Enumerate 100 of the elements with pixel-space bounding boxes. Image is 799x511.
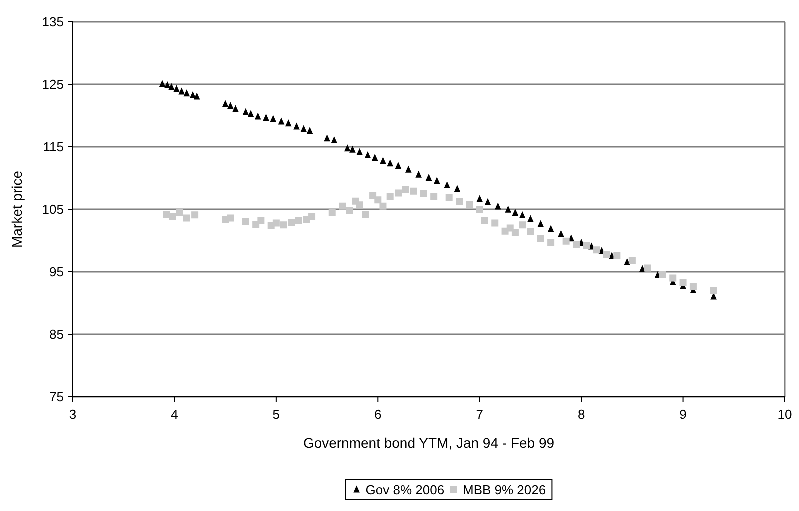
point — [362, 211, 370, 218]
point — [426, 174, 432, 182]
point — [537, 235, 544, 242]
point — [558, 230, 564, 238]
point — [690, 284, 697, 290]
point — [324, 134, 330, 142]
point — [176, 209, 184, 216]
point — [492, 220, 499, 227]
point — [194, 92, 200, 100]
point — [628, 257, 636, 264]
point — [420, 190, 428, 198]
point — [680, 279, 687, 286]
point — [300, 125, 308, 132]
legend-label: MBB 9% 2026 — [463, 482, 546, 498]
point — [183, 214, 190, 222]
point — [270, 115, 277, 122]
point — [593, 246, 600, 254]
y-tick-label: 95 — [50, 264, 64, 280]
point — [242, 108, 250, 116]
point — [242, 218, 250, 226]
point — [416, 170, 422, 178]
point — [294, 122, 300, 130]
point — [614, 252, 621, 260]
point — [446, 194, 453, 202]
point — [466, 201, 474, 208]
y-tick-label: 125 — [42, 77, 64, 92]
point — [562, 238, 570, 245]
x-tick-label: 4 — [171, 407, 178, 422]
point — [454, 185, 461, 192]
point — [519, 212, 526, 219]
point — [258, 217, 265, 224]
point — [395, 162, 402, 170]
point — [174, 85, 180, 92]
point — [456, 198, 464, 206]
point — [350, 146, 356, 153]
point — [164, 82, 171, 89]
point — [659, 271, 666, 278]
point — [306, 127, 314, 134]
point — [394, 190, 402, 197]
point — [476, 195, 484, 202]
point — [227, 214, 234, 222]
point — [190, 92, 196, 99]
x-tick-label: 5 — [272, 407, 280, 422]
point — [184, 90, 190, 97]
point — [527, 228, 534, 236]
point — [285, 120, 292, 127]
point — [328, 209, 336, 216]
point — [280, 222, 288, 229]
point — [710, 287, 718, 294]
point — [512, 229, 519, 236]
legend-label: Gov 8% 2006 — [366, 482, 445, 498]
point — [402, 186, 410, 193]
y-tick-label: 85 — [50, 327, 64, 342]
x-tick-label: 8 — [578, 407, 586, 422]
point — [572, 241, 580, 248]
point — [444, 182, 450, 189]
point — [331, 136, 338, 144]
point — [406, 166, 412, 173]
point — [434, 177, 440, 184]
point — [670, 274, 677, 282]
point — [364, 152, 372, 159]
x-tick-label: 7 — [476, 407, 484, 422]
point — [178, 88, 185, 95]
y-tick-label: 105 — [42, 202, 64, 218]
point — [222, 100, 229, 108]
point — [604, 251, 610, 258]
x-tick-label: 9 — [680, 407, 687, 422]
point — [356, 202, 364, 209]
point — [356, 148, 363, 156]
point — [248, 110, 254, 118]
point — [624, 258, 630, 266]
point — [192, 212, 199, 219]
point — [339, 202, 346, 210]
point — [168, 83, 175, 90]
point — [505, 206, 512, 213]
x-axis-title: Government bond YTM, Jan 94 - Feb 99 — [303, 435, 555, 451]
point — [288, 219, 296, 226]
point — [295, 217, 302, 224]
point — [528, 215, 534, 222]
point — [232, 105, 239, 112]
point — [481, 217, 488, 224]
point — [538, 220, 544, 228]
point — [654, 272, 662, 279]
point — [644, 264, 652, 272]
point — [163, 211, 170, 218]
point — [254, 112, 262, 120]
point — [374, 196, 382, 204]
point — [548, 239, 555, 246]
x-tick-label: 6 — [374, 407, 382, 422]
point — [272, 220, 280, 227]
point — [380, 157, 386, 164]
point — [380, 202, 387, 210]
point — [263, 114, 270, 122]
point — [495, 202, 502, 210]
point — [430, 194, 438, 200]
point — [372, 154, 378, 162]
y-tick-label: 115 — [43, 140, 64, 155]
point — [548, 225, 554, 232]
point — [512, 209, 519, 216]
point — [344, 144, 351, 152]
